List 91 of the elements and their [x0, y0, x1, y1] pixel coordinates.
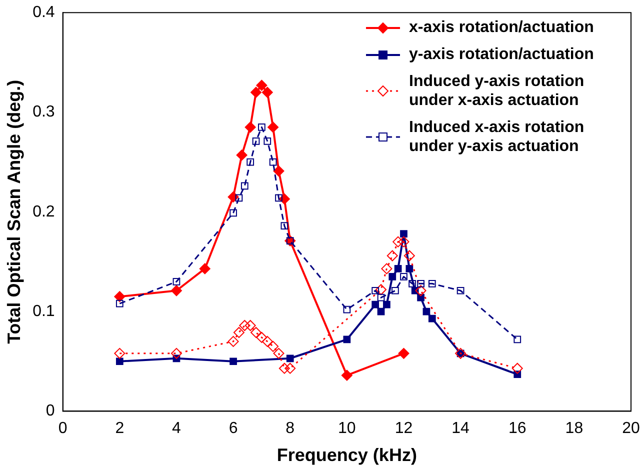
point — [377, 294, 385, 302]
point — [250, 86, 262, 98]
point — [244, 320, 256, 331]
y-axis-title: Total Optical Scan Angle (deg.) — [4, 80, 24, 344]
point — [372, 300, 380, 308]
y-tick-label: 0.2 — [32, 203, 55, 220]
point — [377, 308, 385, 316]
point — [417, 294, 424, 302]
point — [398, 348, 410, 359]
point — [400, 230, 408, 238]
point — [258, 124, 266, 131]
point — [392, 286, 399, 294]
point — [116, 300, 124, 308]
y-tick-label: 0.4 — [32, 4, 55, 22]
point — [392, 236, 404, 248]
x-axis-title: Frequency (kHz) — [276, 445, 417, 466]
point — [233, 326, 244, 338]
x-tick-label: 0 — [58, 420, 68, 438]
point — [275, 194, 282, 202]
x-tick-label: 12 — [394, 420, 413, 438]
point — [400, 272, 408, 280]
point — [417, 280, 424, 288]
point — [268, 340, 279, 352]
point — [286, 354, 294, 362]
x-tick-label: 2 — [115, 420, 124, 438]
x-tick-label: 10 — [338, 420, 356, 438]
point — [116, 358, 124, 366]
legend-label: Induced x-axis rotation under y-axis actuation — [409, 118, 586, 156]
point — [268, 122, 279, 133]
point — [408, 280, 416, 288]
point — [235, 194, 243, 202]
point — [341, 370, 352, 381]
point — [262, 336, 273, 347]
x-tick-label: 20 — [622, 420, 640, 438]
point — [278, 362, 290, 374]
point — [273, 166, 284, 177]
x-tick-label: 14 — [452, 420, 470, 438]
point — [428, 314, 436, 322]
point — [343, 336, 351, 344]
point — [250, 326, 262, 338]
point — [246, 158, 254, 166]
point — [240, 182, 248, 190]
point — [230, 358, 237, 366]
point — [199, 263, 210, 274]
point — [244, 122, 256, 133]
y-tick-label: 0.3 — [32, 104, 55, 121]
point — [381, 263, 392, 274]
point — [114, 348, 126, 359]
y-tick-label: 0.1 — [32, 302, 55, 320]
point — [256, 80, 268, 91]
point — [114, 291, 126, 302]
point — [228, 336, 239, 347]
x-tick-label: 18 — [565, 420, 584, 438]
point — [284, 362, 296, 374]
point — [372, 286, 380, 294]
point — [422, 308, 430, 316]
point — [252, 137, 260, 145]
point — [383, 300, 390, 308]
point — [514, 336, 522, 344]
point — [256, 332, 268, 343]
point — [230, 209, 237, 217]
point — [236, 150, 248, 161]
x-tick-label: 16 — [508, 420, 526, 438]
point — [512, 362, 523, 374]
point — [172, 278, 180, 286]
x-tick-label: 8 — [286, 420, 295, 438]
point — [456, 286, 464, 294]
point — [394, 265, 402, 272]
point — [386, 250, 398, 262]
point — [406, 265, 414, 272]
point — [273, 348, 284, 359]
point — [404, 250, 415, 262]
point — [343, 306, 351, 314]
point — [264, 137, 272, 145]
point — [398, 236, 410, 248]
point — [388, 272, 396, 280]
point — [170, 348, 182, 359]
point — [262, 86, 273, 98]
point — [269, 158, 277, 166]
point — [428, 280, 436, 288]
legend-label: Induced y-axis rotation under x-axis actuation — [409, 72, 586, 110]
y-tick-label: 0 — [46, 402, 55, 420]
x-tick-label: 6 — [228, 420, 238, 438]
legend-label: y-axis rotation/actuation — [409, 45, 594, 64]
point — [280, 222, 288, 230]
point — [239, 320, 250, 331]
point — [415, 285, 426, 296]
point — [170, 285, 182, 296]
point — [376, 284, 387, 296]
x-tick-label: 4 — [172, 420, 182, 438]
legend-label: x-axis rotation/actuation — [409, 18, 594, 37]
